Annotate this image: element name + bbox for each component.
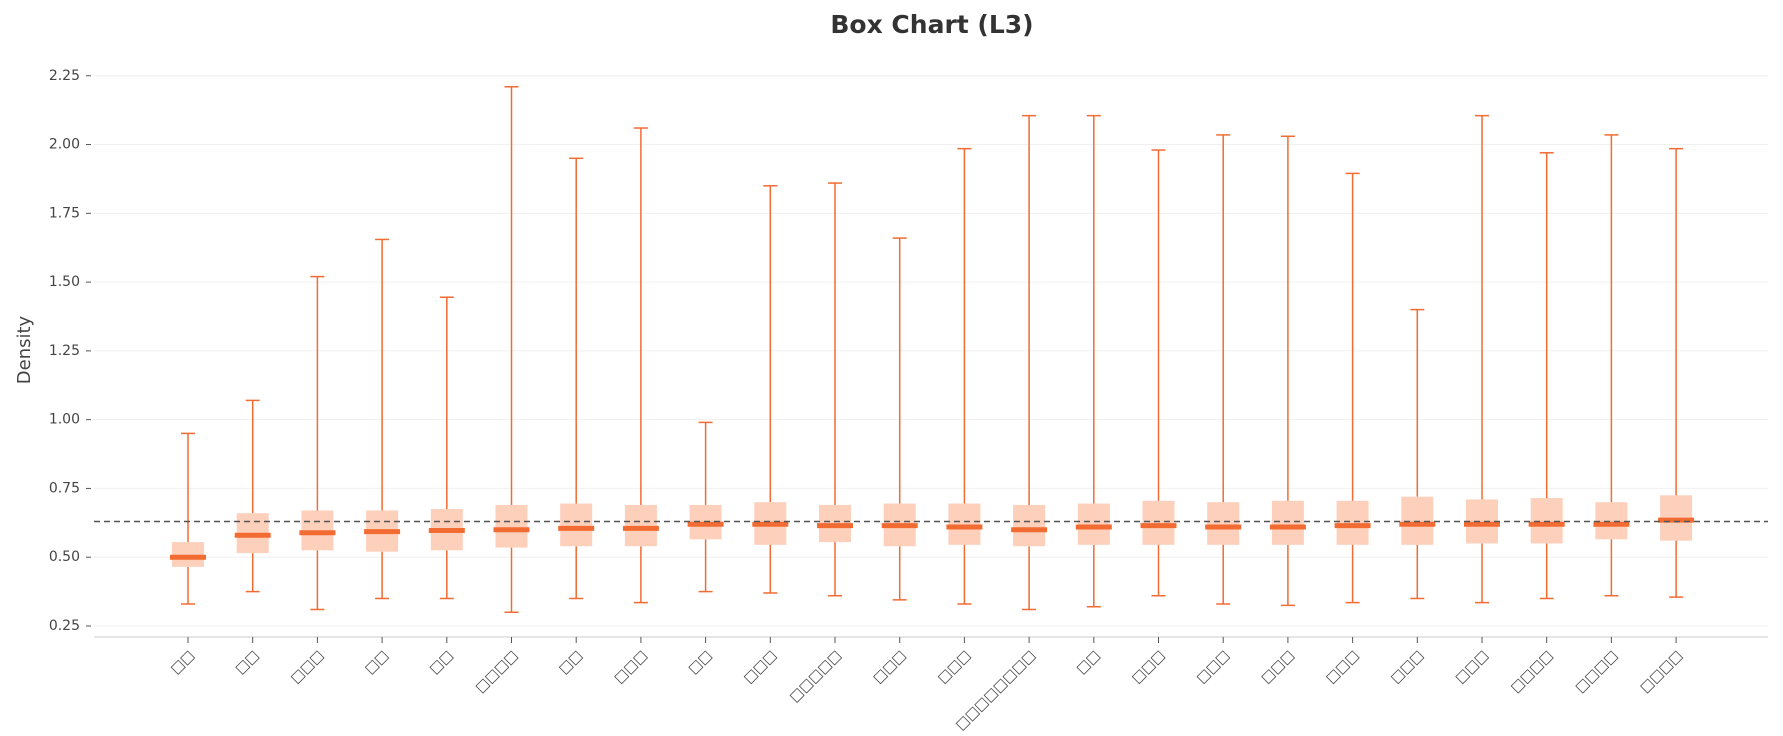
x-tick-label: □□□□	[1508, 647, 1557, 696]
x-tick-label: □□□	[870, 647, 909, 686]
y-tick-label: 0.75	[49, 480, 80, 496]
box	[560, 503, 593, 547]
box	[172, 542, 204, 567]
y-tick-label: 2.25	[49, 68, 80, 84]
x-tick-label: □□□□	[1572, 647, 1621, 696]
y-tick-label: 0.25	[49, 618, 80, 634]
y-tick-label: 0.50	[49, 549, 80, 565]
box	[1336, 500, 1369, 545]
box	[1013, 504, 1046, 547]
x-tick-label: □□□	[935, 647, 974, 686]
x-tick-label: □□□	[1193, 647, 1232, 686]
box	[948, 503, 981, 545]
y-axis-label: Density	[14, 315, 35, 384]
y-tick-label: 1.75	[49, 205, 80, 221]
y-tick-label: 2.00	[49, 137, 80, 153]
box	[1595, 502, 1628, 540]
x-tick-label: □□	[362, 647, 392, 677]
x-tick-label: □□□	[1452, 647, 1491, 686]
x-tick-label: □□□	[611, 647, 650, 686]
box	[495, 504, 528, 548]
x-tick-label: □□□	[1323, 647, 1362, 686]
y-tick-label: 1.00	[49, 412, 80, 428]
x-tick-label: □□□	[741, 647, 780, 686]
chart-title: Box Chart (L3)	[830, 10, 1033, 39]
x-tick-label: □□	[426, 647, 456, 677]
x-tick-label: □□	[232, 647, 262, 677]
y-tick-label: 1.50	[49, 274, 80, 290]
x-tick-label: □□□□	[472, 647, 521, 696]
x-tick-label: □□	[685, 647, 715, 677]
x-tick-label: □□	[556, 647, 586, 677]
box	[1142, 500, 1175, 545]
box	[624, 504, 657, 547]
x-tick-label: □□□	[1388, 647, 1427, 686]
x-tick-label: □□□□	[1637, 647, 1686, 696]
x-tick-label: □□	[1073, 647, 1103, 677]
box	[1207, 502, 1240, 545]
box	[1271, 500, 1304, 545]
x-tick-label: □□□	[288, 647, 327, 686]
box	[1077, 503, 1110, 545]
x-tick-label: □□□	[1129, 647, 1168, 686]
y-tick-label: 1.25	[49, 343, 80, 359]
x-tick-label: □□	[168, 647, 198, 677]
x-tick-label: □□□□□	[787, 647, 845, 705]
box	[1466, 499, 1498, 544]
x-tick-label: □□□	[1258, 647, 1297, 686]
